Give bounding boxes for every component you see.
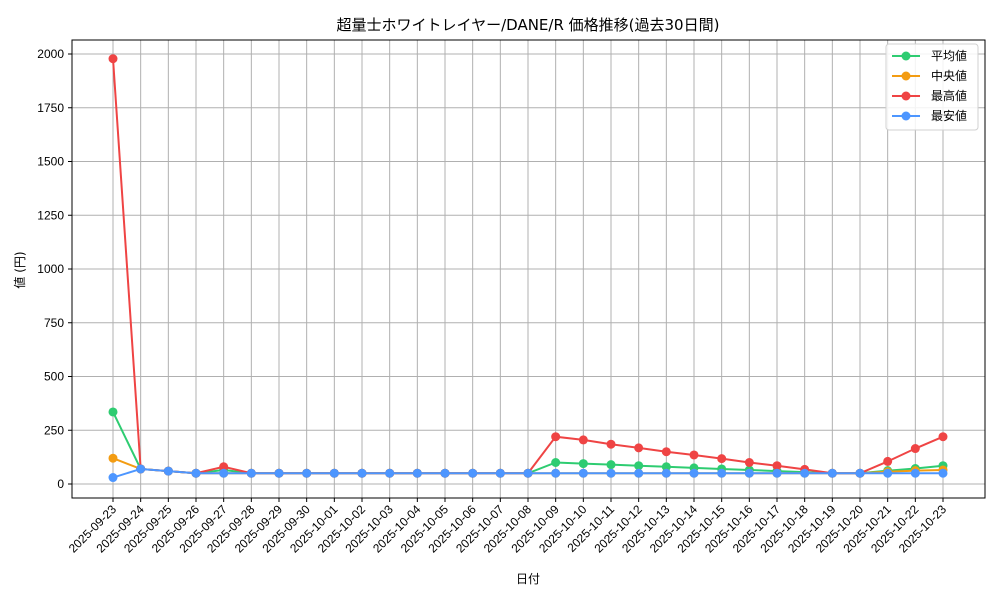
data-point	[772, 468, 782, 478]
data-point	[551, 432, 561, 442]
data-point	[634, 468, 644, 478]
data-point	[551, 468, 561, 478]
y-tick-label: 0	[57, 477, 64, 491]
data-point	[689, 468, 699, 478]
data-point	[717, 454, 727, 464]
x-axis-label: 日付	[516, 572, 540, 586]
legend-item: 最高値	[892, 88, 967, 103]
data-point	[108, 453, 118, 463]
data-point	[910, 468, 920, 478]
series-最安値	[108, 464, 948, 483]
data-point	[883, 456, 893, 466]
data-point	[468, 468, 478, 478]
data-point	[800, 468, 810, 478]
legend-label: 平均値	[931, 48, 967, 63]
data-point	[855, 468, 865, 478]
legend-marker-icon	[901, 91, 911, 101]
data-point	[578, 459, 588, 469]
data-point	[661, 468, 671, 478]
data-point	[302, 468, 312, 478]
y-axis-ticks: 0 250 500 750 1000 1250 1500 1750 2000	[37, 47, 72, 491]
legend-item: 中央値	[892, 68, 967, 83]
data-point	[606, 439, 616, 449]
data-point	[412, 468, 422, 478]
y-tick-label: 2000	[37, 47, 64, 61]
x-axis-ticks: 2025-09-232025-09-242025-09-252025-09-26…	[66, 498, 949, 556]
data-point	[634, 443, 644, 453]
data-point	[108, 407, 118, 417]
data-point	[495, 468, 505, 478]
y-tick-label: 1750	[37, 101, 64, 115]
data-point	[772, 461, 782, 471]
y-tick-label: 750	[44, 316, 64, 330]
data-point	[606, 468, 616, 478]
data-point	[661, 447, 671, 457]
y-tick-label: 250	[44, 423, 64, 437]
data-point	[938, 432, 948, 442]
data-point	[329, 468, 339, 478]
data-point	[551, 458, 561, 467]
data-point	[744, 458, 754, 467]
data-point	[910, 444, 920, 454]
data-point	[578, 468, 588, 478]
legend-item: 最安値	[892, 108, 967, 123]
data-point	[108, 473, 118, 483]
data-point	[523, 468, 533, 478]
legend-label: 最高値	[931, 88, 967, 103]
y-tick-label: 1500	[37, 155, 64, 169]
data-point	[578, 435, 588, 445]
legend-marker-icon	[901, 111, 911, 121]
data-point	[108, 54, 118, 64]
y-tick-label: 500	[44, 370, 64, 384]
legend-item: 平均値	[892, 48, 967, 63]
data-point	[385, 468, 395, 478]
data-point	[246, 468, 256, 478]
legend-marker-icon	[901, 51, 911, 61]
data-point	[440, 468, 450, 478]
y-axis-label: 値 (円)	[12, 251, 27, 288]
data-point	[136, 464, 146, 474]
data-point	[744, 468, 754, 478]
data-point	[219, 468, 229, 478]
data-point	[661, 462, 671, 472]
legend-marker-icon	[901, 71, 911, 81]
data-point	[883, 468, 893, 478]
legend-box	[885, 43, 979, 131]
legend-label: 最安値	[931, 108, 967, 123]
data-series	[108, 54, 948, 483]
data-point	[938, 468, 948, 478]
legend-label: 中央値	[931, 68, 967, 83]
data-point	[606, 460, 616, 470]
y-tick-label: 1250	[37, 208, 64, 222]
data-point	[274, 468, 284, 478]
chart-title: 超量士ホワイトレイヤー/DANE/R 価格推移(過去30日間)	[337, 16, 720, 34]
data-point	[191, 468, 201, 478]
data-point	[219, 462, 229, 472]
data-point	[634, 461, 644, 471]
data-point	[163, 466, 173, 476]
grid-lines	[72, 40, 985, 498]
data-point	[827, 468, 837, 478]
y-tick-label: 1000	[37, 262, 64, 276]
data-point	[357, 468, 367, 478]
data-point	[689, 450, 699, 460]
data-point	[717, 468, 727, 478]
